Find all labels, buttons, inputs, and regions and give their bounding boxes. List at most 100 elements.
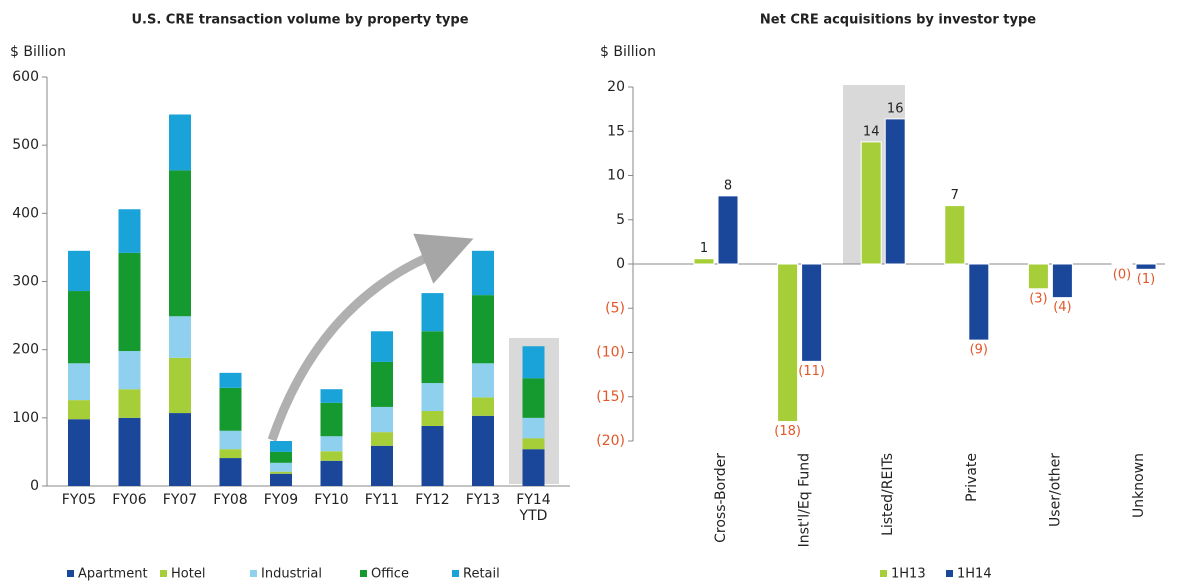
x-tick-label: Cross-Border — [713, 453, 729, 543]
legend-swatch — [880, 570, 887, 577]
x-tick-label: Listed/REITs — [880, 453, 896, 536]
bar-segment — [472, 363, 494, 398]
bar-segment — [472, 250, 494, 296]
y-tick-label: 0 — [30, 478, 39, 494]
y-tick-label: 10 — [607, 168, 625, 184]
legend-label: Office — [371, 567, 409, 581]
legend-label: Apartment — [78, 567, 148, 581]
y-tick-label: 0 — [616, 256, 625, 272]
data-label: (1) — [1137, 272, 1155, 287]
legend-swatch — [946, 570, 953, 577]
bar-segment — [169, 413, 191, 486]
bar-segment — [421, 426, 444, 486]
data-label: 7 — [951, 188, 959, 203]
bar-segment — [118, 417, 141, 486]
bar-segment — [270, 451, 292, 463]
x-tick-label: FY08 — [213, 492, 248, 508]
x-tick-label: FY06 — [112, 492, 147, 508]
y-tick-label: 20 — [607, 79, 625, 95]
bar-segment — [421, 293, 444, 332]
bar — [884, 118, 906, 265]
bar-segment — [371, 432, 393, 446]
chart-title: Net CRE acquisitions by investor type — [760, 13, 1036, 28]
bar — [860, 141, 882, 265]
data-label: 14 — [863, 124, 880, 139]
bar-segment — [371, 406, 393, 433]
data-label: (4) — [1053, 300, 1071, 315]
data-label: (9) — [970, 343, 988, 358]
bar-segment — [118, 252, 141, 352]
x-tick-label: FY13 — [465, 492, 501, 508]
bar-segment — [270, 471, 292, 474]
y-tick-label: (5) — [605, 300, 625, 316]
bar-segment — [118, 389, 141, 418]
bar-segment — [219, 372, 242, 388]
bar-segment — [68, 363, 90, 401]
legend-swatch — [67, 570, 74, 577]
y-tick-label: 400 — [12, 205, 39, 221]
bar-segment — [421, 331, 444, 384]
x-tick-label: FY10 — [314, 492, 349, 508]
bar-segment — [219, 387, 242, 431]
bar-segment — [320, 389, 343, 403]
legend-label: Hotel — [171, 567, 205, 581]
bar-segment — [522, 449, 545, 486]
bar — [693, 258, 715, 265]
y-tick-label: 100 — [12, 410, 39, 426]
x-tick-label: FY05 — [61, 492, 97, 508]
bar-segment — [169, 316, 191, 358]
bar — [1027, 263, 1049, 290]
bar-segment — [522, 438, 545, 450]
y-tick-label: 300 — [12, 274, 39, 290]
y-axis-label: $ Billion — [600, 44, 656, 60]
legend-swatch — [360, 570, 367, 577]
y-tick-label: 600 — [12, 69, 39, 85]
bar — [717, 195, 739, 265]
legend-label: Industrial — [261, 567, 322, 581]
legend-swatch — [250, 570, 257, 577]
x-tick-label: FY09 — [263, 492, 299, 508]
bar — [1135, 263, 1157, 270]
bar-segment — [472, 415, 494, 486]
bar-segment — [320, 460, 343, 486]
y-tick-label: (10) — [596, 345, 625, 361]
x-tick-label: FY07 — [162, 492, 198, 508]
data-label: 8 — [724, 178, 732, 193]
bar-segment — [219, 430, 242, 450]
bar-segment — [219, 458, 242, 486]
bar-segment — [68, 291, 90, 364]
bar-segment — [371, 331, 393, 362]
bar — [968, 263, 990, 341]
bar — [1051, 263, 1073, 299]
bar-segment — [169, 170, 191, 317]
bar-segment — [472, 295, 494, 364]
y-tick-label: 15 — [607, 123, 625, 139]
bar-segment — [270, 473, 292, 486]
trend-arrow — [267, 233, 474, 442]
y-tick-label: 5 — [616, 212, 625, 228]
bar — [801, 263, 823, 362]
data-label: (3) — [1029, 291, 1047, 306]
bar-segment — [68, 419, 90, 486]
x-tick-label: Private — [964, 453, 980, 502]
data-label: (0) — [1113, 267, 1131, 282]
bar-segment — [270, 462, 292, 472]
data-label: (18) — [774, 424, 801, 439]
bar-segment — [169, 357, 191, 414]
bar-segment — [320, 436, 343, 452]
bar-segment — [270, 441, 292, 452]
legend-swatch — [160, 570, 167, 577]
x-tick-label: FY14 YTD — [516, 492, 551, 524]
legend-label: Retail — [463, 567, 500, 581]
bar-segment — [522, 346, 545, 379]
bar-segment — [371, 361, 393, 407]
data-label: 1 — [700, 241, 708, 256]
bar-segment — [472, 397, 494, 416]
data-label: 16 — [887, 101, 904, 116]
legend-label: 1H14 — [957, 567, 992, 581]
bar-segment — [421, 383, 444, 412]
y-tick-label: 200 — [12, 342, 39, 358]
legend-swatch — [452, 570, 459, 577]
